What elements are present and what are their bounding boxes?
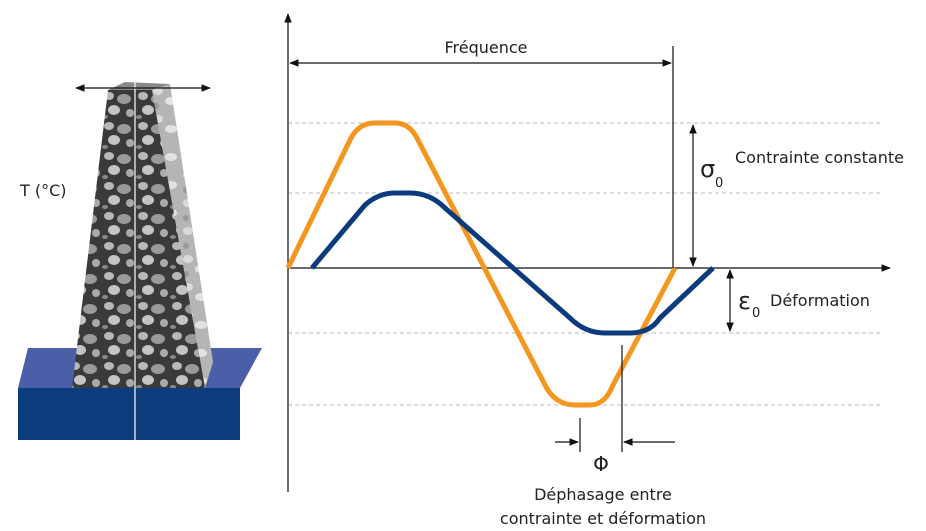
stress-label: Contrainte constante <box>735 148 904 167</box>
phase-symbol: Φ <box>593 452 609 476</box>
strain-subscript: 0 <box>752 306 760 321</box>
stress-symbol: σ <box>700 155 715 183</box>
wave-diagram: Fréquence σ 0 Contrainte constante ε 0 D… <box>288 14 904 528</box>
phase-label: contrainte et déformation <box>500 509 706 528</box>
temperature-label: T (°C) <box>19 181 67 200</box>
strain-symbol: ε <box>738 287 751 315</box>
stress-subscript: 0 <box>715 176 723 191</box>
strain-label: Déformation <box>770 291 870 310</box>
specimen: T (°C) <box>18 75 262 455</box>
frequency-label: Fréquence <box>444 38 527 57</box>
stress-curve <box>288 123 675 405</box>
diagram: T (°C) Fréquence σ 0 Contrainte constant… <box>0 0 926 531</box>
base-front <box>18 388 240 440</box>
phase-label: Déphasage entre <box>534 485 672 504</box>
